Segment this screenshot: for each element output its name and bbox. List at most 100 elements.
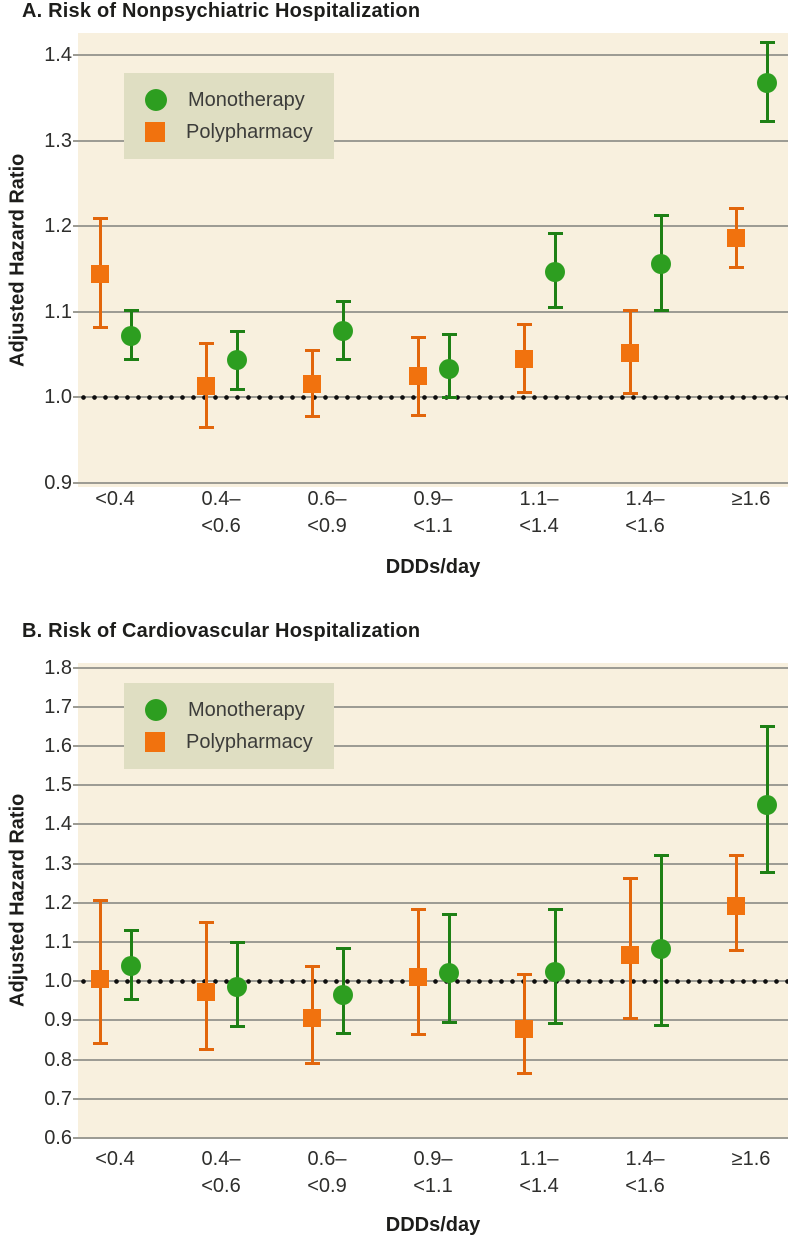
error-bar-cap-bottom — [335, 1032, 351, 1036]
error-bar-cap-top — [516, 322, 532, 326]
monotherapy-marker — [121, 325, 141, 346]
error-bar-cap-top — [304, 349, 320, 353]
plot-area: Monotherapy Polypharmacy — [73, 663, 788, 1139]
error-bar-cap-bottom — [304, 414, 320, 418]
error-bar-cap-top — [622, 309, 638, 313]
y-tick-label: 1.4 — [44, 813, 72, 836]
error-bar-cap-top — [441, 332, 457, 336]
y-tick-label: 0.6 — [44, 1127, 72, 1149]
monotherapy-circle-icon — [145, 699, 167, 721]
legend: Monotherapy Polypharmacy — [124, 683, 334, 769]
error-bar-cap-bottom — [92, 1041, 108, 1045]
x-tick-label: 1.4– <1.6 — [625, 1148, 665, 1197]
monotherapy-marker — [227, 977, 247, 998]
gridline — [73, 54, 788, 57]
gridline — [73, 823, 788, 826]
monotherapy-marker — [757, 72, 777, 93]
error-bar-cap-top — [547, 908, 563, 912]
legend: Monotherapy Polypharmacy — [124, 73, 334, 159]
y-tick-label: 1.0 — [44, 386, 72, 409]
panel-cardiovascular-hospitalization: B. Risk of Cardiovascular Hospitalizatio… — [0, 610, 788, 1244]
error-bar-cap-bottom — [92, 325, 108, 329]
error-bar-cap-bottom — [229, 388, 245, 392]
error-bar-cap-top — [759, 41, 775, 45]
error-bar-cap-top — [622, 876, 638, 880]
polypharmacy-marker — [621, 945, 639, 964]
x-tick-label: ≥1.6 — [731, 488, 771, 510]
polypharmacy-marker — [197, 377, 215, 396]
error-bar-cap-bottom — [441, 396, 457, 400]
y-tick-label: 1.2 — [44, 215, 72, 238]
legend-label-monotherapy: Monotherapy — [188, 698, 305, 721]
legend-item-polypharmacy: Polypharmacy — [145, 731, 334, 754]
x-tick-label: ≥1.6 — [731, 1148, 771, 1170]
monotherapy-marker — [439, 359, 459, 379]
y-tick-label: 1.8 — [44, 656, 72, 679]
gridline — [73, 901, 788, 904]
y-tick-label: 1.1 — [44, 300, 72, 323]
gridline — [73, 941, 788, 944]
y-tick-label: 1.5 — [44, 774, 72, 797]
polypharmacy-square-icon — [145, 122, 165, 142]
legend-label-polypharmacy: Polypharmacy — [186, 730, 313, 753]
gridline — [73, 225, 788, 228]
gridline — [73, 1097, 788, 1100]
error-bar-cap-bottom — [304, 1061, 320, 1065]
legend-item-monotherapy: Monotherapy — [145, 699, 334, 722]
polypharmacy-marker — [303, 375, 321, 394]
polypharmacy-marker — [409, 366, 427, 385]
legend-label-monotherapy: Monotherapy — [188, 88, 305, 111]
error-bar-cap-top — [198, 921, 214, 925]
error-bar-cap-top — [516, 973, 532, 977]
error-bar-cap-top — [229, 941, 245, 945]
error-bar-cap-bottom — [229, 1025, 245, 1029]
y-tick-label: 1.0 — [44, 970, 72, 993]
error-bar-cap-bottom — [622, 1017, 638, 1021]
gridline — [73, 784, 788, 787]
gridline — [73, 1058, 788, 1061]
polypharmacy-marker — [515, 349, 533, 368]
monotherapy-circle-icon — [145, 89, 167, 111]
error-bar-cap-top — [441, 912, 457, 916]
error-bar-cap-bottom — [653, 308, 669, 312]
x-tick-label: 0.9– <1.1 — [413, 488, 453, 537]
x-tick-label: <0.4 — [95, 488, 135, 510]
x-axis-title: DDDs/day — [385, 556, 481, 578]
y-tick-label: 0.9 — [44, 471, 72, 494]
legend-item-monotherapy: Monotherapy — [145, 89, 334, 112]
error-bar-cap-bottom — [728, 266, 744, 270]
polypharmacy-square-icon — [145, 732, 165, 752]
error-bar-cap-top — [92, 899, 108, 903]
polypharmacy-marker — [727, 229, 745, 248]
monotherapy-marker — [651, 939, 671, 960]
error-bar-cap-top — [335, 946, 351, 950]
error-bar-cap-bottom — [759, 871, 775, 875]
legend-item-polypharmacy: Polypharmacy — [145, 121, 334, 144]
polypharmacy-marker — [621, 343, 639, 362]
error-bar-cap-bottom — [410, 1032, 426, 1036]
monotherapy-marker — [651, 253, 671, 274]
y-axis-tick-labels: 0.9 1.0 1.1 1.2 1.3 1.4 — [0, 33, 72, 494]
y-tick-label: 0.7 — [44, 1087, 72, 1110]
error-bar-cap-bottom — [410, 414, 426, 418]
error-bar-cap-top — [198, 341, 214, 345]
error-bar-cap-top — [653, 214, 669, 218]
y-tick-label: 1.4 — [44, 44, 72, 67]
error-bar-cap-bottom — [516, 1071, 532, 1075]
error-bar-cap-bottom — [198, 1047, 214, 1051]
polypharmacy-marker — [303, 1009, 321, 1028]
x-tick-label: 1.1– <1.4 — [519, 488, 559, 537]
monotherapy-marker — [757, 795, 777, 816]
gridline — [73, 666, 788, 669]
error-bar-cap-top — [304, 964, 320, 968]
x-tick-label: <0.4 — [95, 1148, 135, 1170]
x-axis-tick-labels: <0.4 0.4– <0.6 0.6– <0.9 0.9– <1.1 1.1– <1.4 1.4–… — [78, 486, 788, 546]
y-tick-label: 1.2 — [44, 891, 72, 914]
panel-b-title: B. Risk of Cardiovascular Hospitalizatio… — [22, 620, 421, 642]
monotherapy-marker — [227, 350, 247, 371]
error-bar-cap-bottom — [653, 1023, 669, 1027]
error-bar-cap-top — [123, 929, 139, 933]
monotherapy-marker — [545, 261, 565, 282]
x-tick-label: 0.6– <0.9 — [307, 1148, 347, 1197]
y-tick-label: 1.3 — [44, 852, 72, 875]
